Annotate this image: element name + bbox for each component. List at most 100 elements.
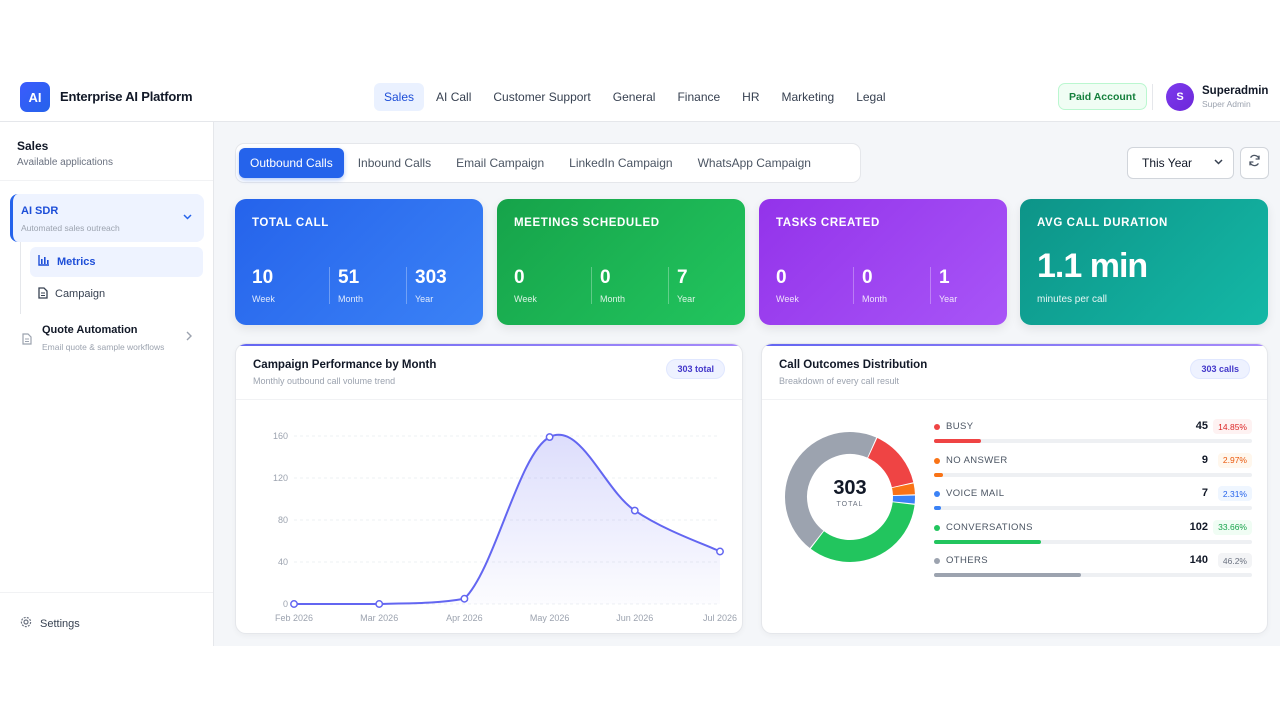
- y-tick-label: 40: [278, 557, 288, 567]
- app-root: AI Enterprise AI Platform Sales AI Call Cu…: [0, 72, 1280, 646]
- legend-row-voice-mail[interactable]: VOICE MAIL 7 2.31%: [934, 486, 1252, 516]
- user-avatar[interactable]: S: [1166, 83, 1194, 111]
- legend-bar-fill: [934, 573, 1081, 577]
- nav-item-hr[interactable]: HR: [742, 90, 760, 104]
- y-tick-label: 80: [278, 515, 288, 525]
- call-outcomes-panel: Call Outcomes Distribution Breakdown of …: [761, 343, 1268, 634]
- app-title-ai-sdr: AI SDR: [21, 205, 59, 217]
- outcomes-donut-chart: [780, 427, 920, 567]
- legend-row-conversations[interactable]: CONVERSATIONS 102 33.66%: [934, 519, 1252, 550]
- stat-value-month: 0: [862, 267, 873, 288]
- legend-count: 102: [1189, 520, 1208, 533]
- panel-divider: [236, 399, 742, 400]
- legend-count: 7: [1201, 487, 1208, 499]
- app-title-quote-automation: Quote Automation: [42, 324, 138, 336]
- sidebar: Sales Available applications AI SDR Auto…: [0, 122, 214, 646]
- header-divider: [1152, 84, 1153, 110]
- donut-slice-busy[interactable]: [780, 427, 920, 567]
- legend-percent: 33.66%: [1213, 519, 1252, 535]
- stat-card-total-call: TOTAL CALL 10 Week 51 Month 303 Year: [235, 199, 483, 325]
- x-tick-label: Apr 2026: [446, 613, 483, 623]
- chevron-down-icon[interactable]: [183, 212, 192, 222]
- y-tick-label: 120: [273, 473, 288, 483]
- legend-percent: 46.2%: [1217, 553, 1252, 568]
- legend-label: NO ANSWER: [946, 454, 1008, 466]
- legend-bar-track: [934, 573, 1252, 577]
- legend-row-no-answer[interactable]: NO ANSWER 9 2.97%: [934, 452, 1252, 483]
- data-point[interactable]: [460, 594, 469, 603]
- sidebar-app-quote-automation[interactable]: Quote Automation Email quote & sample wo…: [18, 322, 204, 358]
- stat-value-month: 0: [600, 267, 611, 288]
- tab-whatsapp-campaign[interactable]: WhatsApp Campaign: [697, 156, 811, 170]
- nav-item-finance[interactable]: Finance: [677, 90, 721, 104]
- sidebar-app-ai-sdr[interactable]: AI SDR Automated sales outreach: [10, 194, 204, 242]
- legend-dot: [934, 424, 940, 430]
- tab-linkedin-campaign[interactable]: LinkedIn Campaign: [569, 156, 673, 170]
- legend-bar-track: [934, 439, 1252, 443]
- campaign-performance-panel: Campaign Performance by Month Monthly ou…: [235, 343, 743, 634]
- legend-label: CONVERSATIONS: [946, 521, 1033, 533]
- x-tick-label: Feb 2026: [275, 613, 313, 623]
- stat-unit: Year: [939, 294, 958, 304]
- submenu-guide-line: [20, 242, 21, 314]
- account-badge[interactable]: Paid Account: [1058, 83, 1147, 110]
- sidebar-item-metrics[interactable]: Metrics: [30, 247, 203, 277]
- app-logo[interactable]: AI: [20, 82, 50, 112]
- legend-row-others[interactable]: OTHERS 140 46.2%: [934, 553, 1252, 583]
- chevron-right-icon[interactable]: [186, 331, 192, 344]
- stat-card-tasks-created: TASKS CREATED 0 Week 0 Month 1 Year: [759, 199, 1007, 325]
- y-tick-label: 0: [283, 599, 288, 609]
- nav-item-ai-call[interactable]: AI Call: [436, 90, 472, 104]
- stat-unit: Year: [677, 294, 696, 304]
- panel-accent-line: [762, 344, 1267, 346]
- nav-item-marketing[interactable]: Marketing: [781, 90, 835, 104]
- legend-percent: 14.85%: [1213, 419, 1252, 434]
- nav-item-customer-support[interactable]: Customer Support: [493, 90, 591, 104]
- data-point[interactable]: [375, 600, 384, 608]
- panel-title: Call Outcomes Distribution: [779, 359, 928, 371]
- sidebar-title: Sales: [17, 139, 49, 153]
- settings-link[interactable]: Settings: [20, 616, 80, 631]
- stat-unit: Month: [338, 294, 364, 304]
- nav-item-sales[interactable]: Sales: [374, 83, 425, 111]
- user-name[interactable]: Superadmin: [1202, 85, 1269, 97]
- stat-label: MEETINGS SCHEDULED: [514, 217, 660, 229]
- channel-tabs: Outbound Calls Inbound Calls Email Campaig…: [235, 143, 861, 183]
- stat-unit: Week: [252, 294, 275, 304]
- series-area: [294, 434, 720, 604]
- legend-row-busy[interactable]: BUSY 45 14.85%: [934, 419, 1252, 449]
- donut-slice-others[interactable]: [780, 427, 920, 567]
- monthly-volume-chart: 0 40 80 120 160 Feb 2026 Mar 2026 Apr 2026 May 2…: [273, 431, 737, 623]
- legend-label: OTHERS: [946, 555, 988, 566]
- bar-chart-icon: [38, 255, 50, 269]
- calls-pill: 303 calls: [1190, 359, 1250, 379]
- panel-subtitle: Breakdown of every call result: [779, 376, 900, 386]
- nav-item-general[interactable]: General: [612, 90, 656, 104]
- x-tick-label: Jul 2026: [703, 613, 737, 623]
- app-title: Enterprise AI Platform: [60, 89, 193, 104]
- legend-bar-track: [934, 539, 1252, 544]
- period-select[interactable]: This Year: [1127, 147, 1234, 179]
- data-point[interactable]: [290, 600, 298, 608]
- sidebar-item-campaign[interactable]: Campaign: [30, 279, 203, 309]
- sidebar-divider: [0, 180, 213, 181]
- legend-count: 140: [1189, 554, 1208, 566]
- legend-count: 45: [1195, 420, 1208, 432]
- donut-slice-conversations[interactable]: [780, 427, 920, 567]
- refresh-button[interactable]: [1240, 147, 1269, 179]
- legend-dot: [934, 457, 940, 464]
- data-point[interactable]: [716, 547, 724, 556]
- legend-dot: [934, 558, 940, 564]
- legend-percent: 2.97%: [1217, 452, 1252, 468]
- tab-outbound-calls[interactable]: Outbound Calls: [239, 148, 344, 178]
- nav-item-legal[interactable]: Legal: [856, 90, 886, 104]
- stat-unit: Week: [514, 294, 537, 304]
- stat-value-year: 303: [415, 267, 447, 288]
- user-role: Super Admin: [1202, 99, 1251, 109]
- tab-inbound-calls[interactable]: Inbound Calls: [357, 156, 432, 170]
- data-point[interactable]: [630, 506, 639, 515]
- data-point[interactable]: [545, 433, 554, 441]
- tab-email-campaign[interactable]: Email Campaign: [456, 156, 545, 170]
- total-pill: 303 total: [666, 359, 725, 379]
- legend-label: BUSY: [946, 421, 974, 432]
